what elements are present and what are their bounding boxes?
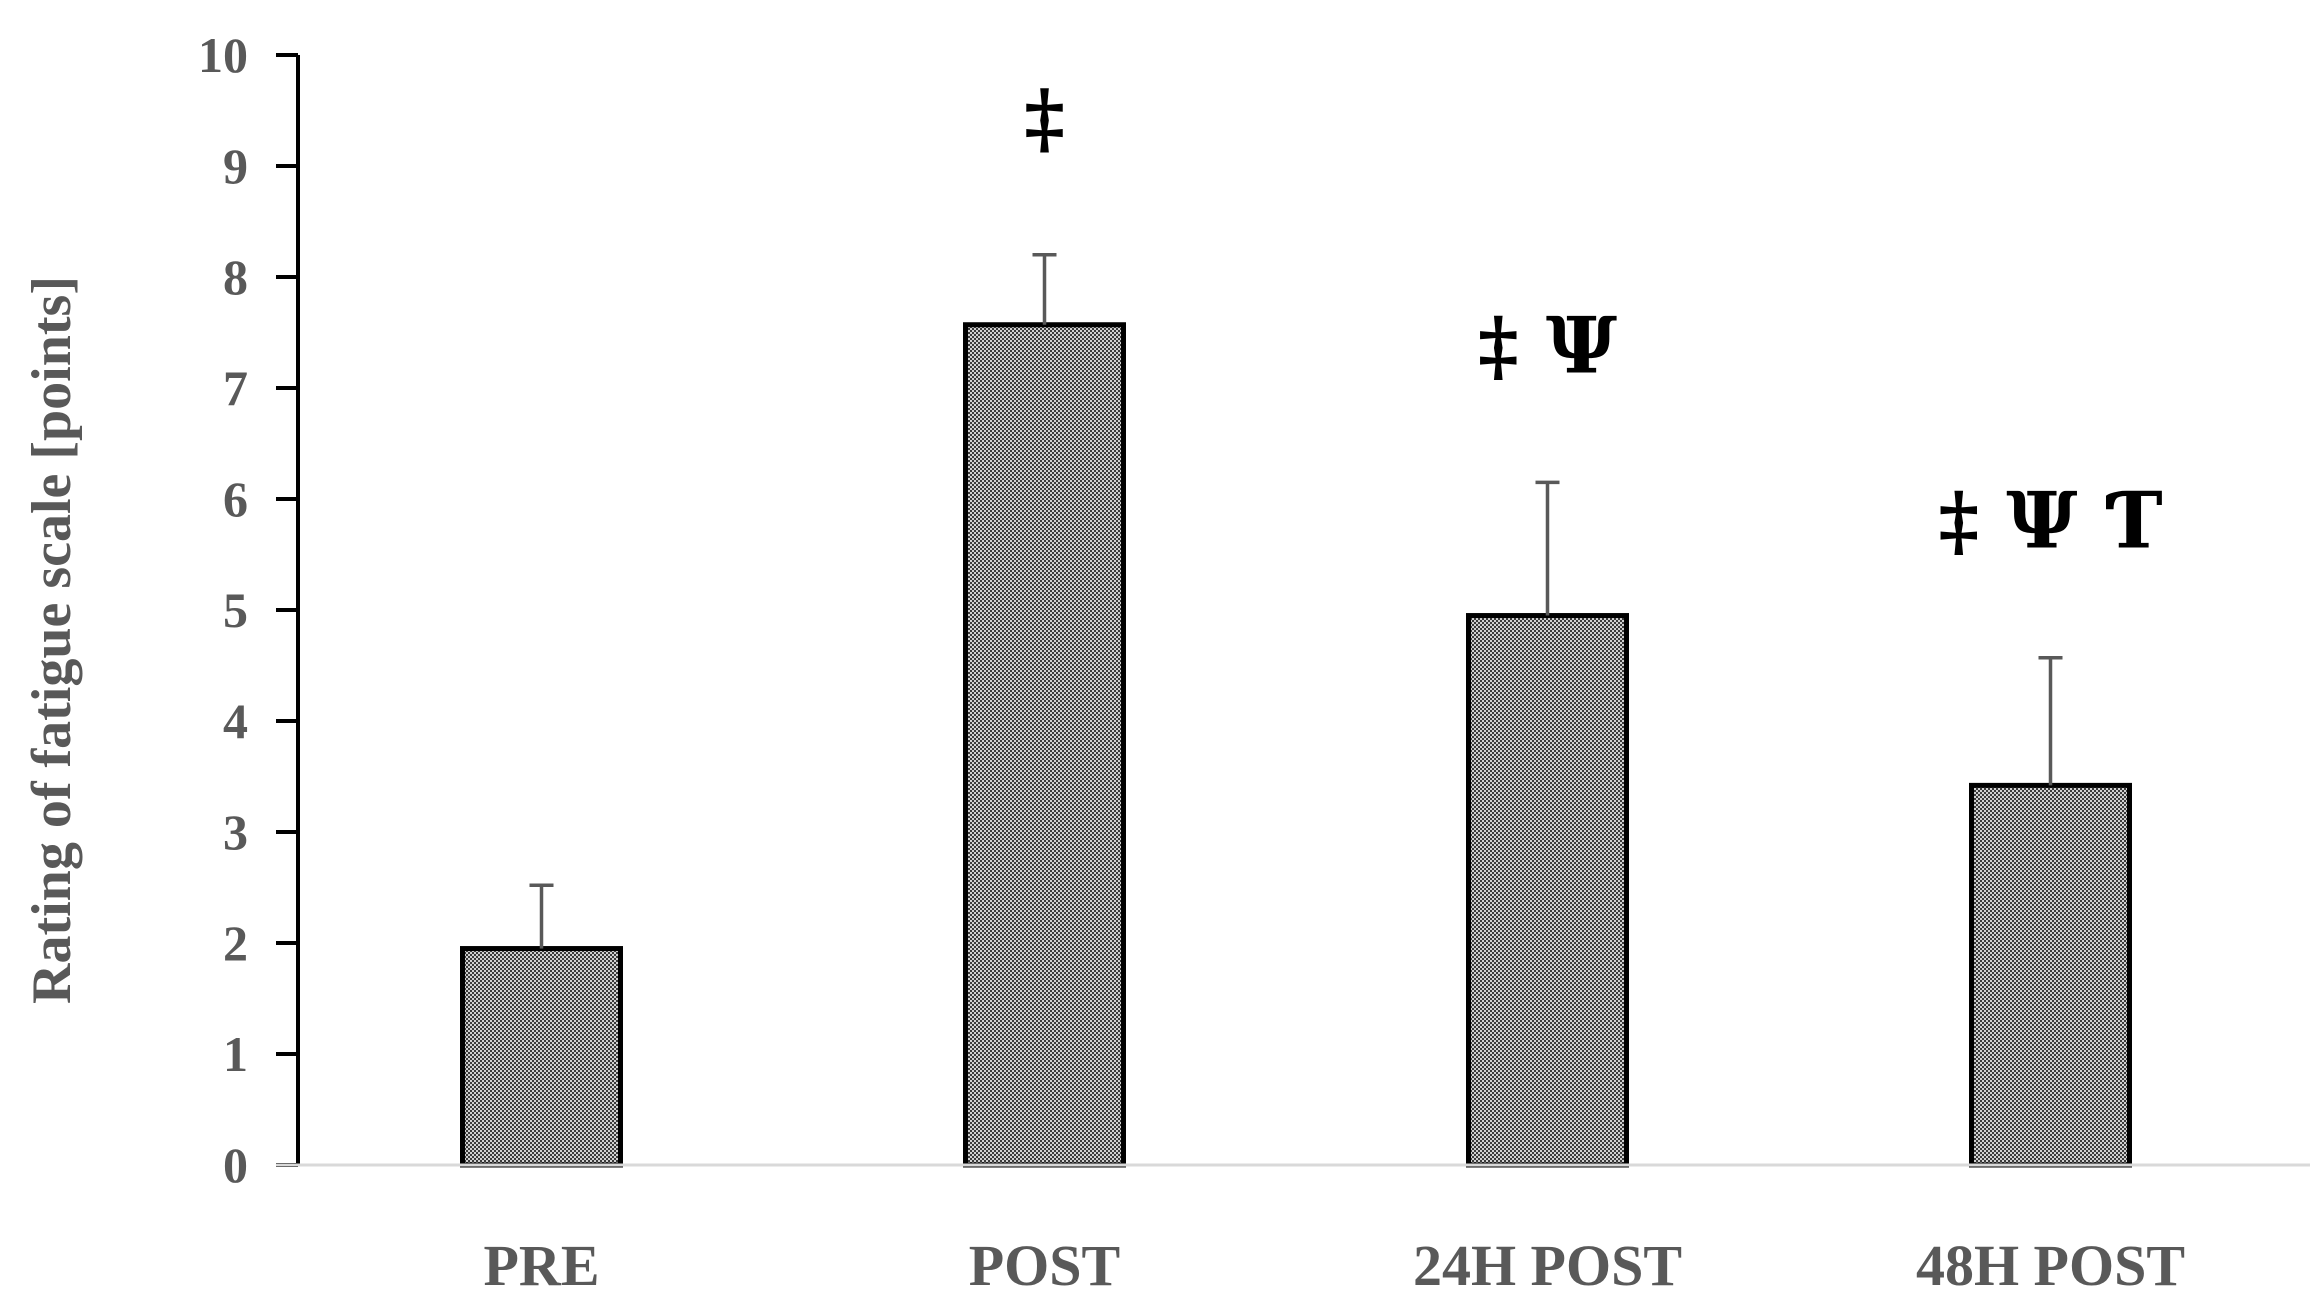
- bar: [460, 946, 623, 1168]
- y-tick-label: 5: [223, 582, 248, 638]
- y-tick-label: 6: [223, 471, 248, 527]
- significance-marker: ‡ Ψ: [1478, 300, 1617, 391]
- x-category-label: PRE: [484, 1233, 600, 1295]
- significance-marker: ‡ Ψ Ƭ: [1938, 476, 2162, 567]
- x-axis-categories: PRE POST 24H POST 48H POST: [484, 1233, 2186, 1295]
- y-tick-label: 0: [223, 1137, 248, 1193]
- x-category-label: 24H POST: [1413, 1233, 1682, 1295]
- y-tick-label: 3: [223, 804, 248, 860]
- y-tick-label: 8: [223, 249, 248, 305]
- y-tick-label: 4: [223, 693, 248, 749]
- y-tick-label: 10: [198, 27, 248, 83]
- bar: [1969, 782, 2132, 1168]
- y-tick-label: 1: [223, 1026, 248, 1082]
- y-tick-label: 7: [223, 360, 248, 416]
- bar: [1466, 613, 1629, 1168]
- x-category-label: POST: [969, 1233, 1121, 1295]
- bar: [963, 322, 1126, 1168]
- bars: [460, 322, 2132, 1168]
- significance-annotations: ‡ ‡ Ψ ‡ Ψ Ƭ: [1024, 73, 2163, 567]
- y-axis-ticks: 0 1 2 3 4 5 6 7 8 9 10: [198, 27, 298, 1193]
- y-tick-label: 9: [223, 138, 248, 194]
- y-tick-label: 2: [223, 915, 248, 971]
- error-bars: [529, 253, 2063, 949]
- significance-marker: ‡: [1024, 73, 1065, 164]
- y-axis-title: Rating of fatigue scale [points]: [21, 276, 83, 1004]
- x-category-label: 48H POST: [1916, 1233, 2185, 1295]
